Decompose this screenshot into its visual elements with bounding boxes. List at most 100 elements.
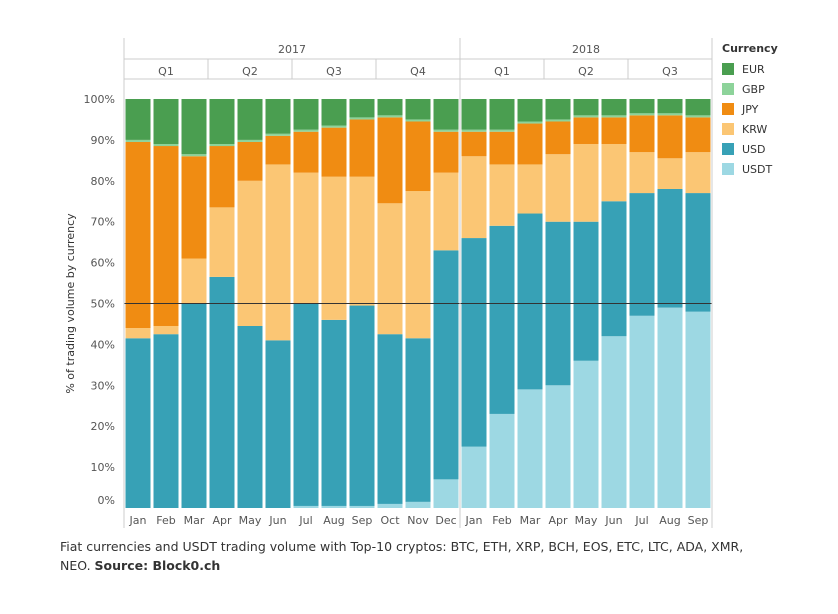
bar-usdt-13 (489, 413, 515, 508)
bar-krw-3 (209, 207, 235, 277)
x-tick-label-14: Mar (520, 514, 541, 527)
legend-swatch-usd (722, 143, 734, 155)
bar-usdt-15 (545, 385, 571, 508)
bar-usd-3 (209, 276, 235, 508)
y-tick-label-5: 50% (91, 298, 115, 311)
quarter-label-2017-Q3: Q3 (326, 65, 342, 78)
bar-gbp-16 (573, 115, 599, 118)
bar-jpy-2 (181, 156, 207, 259)
legend-swatch-gbp (722, 83, 734, 95)
x-tick-label-8: Sep (352, 514, 373, 527)
bar-usdt-7 (321, 505, 347, 508)
x-tick-label-13: Feb (492, 514, 511, 527)
x-tick-label-9: Oct (380, 514, 400, 527)
bar-eur-16 (573, 99, 599, 116)
legend-label-krw: KRW (742, 122, 768, 136)
bar-gbp-15 (545, 119, 571, 122)
legend-swatch-krw (722, 123, 734, 135)
legend-title: Currency (722, 42, 778, 55)
bar-jpy-20 (685, 117, 711, 153)
bar-jpy-19 (657, 115, 683, 159)
bar-gbp-1 (153, 143, 179, 147)
x-tick-label-6: Jul (298, 514, 312, 527)
bar-eur-0 (125, 99, 151, 140)
legend-item-eur: EUR (722, 59, 832, 79)
bar-krw-6 (293, 172, 319, 304)
bar-eur-9 (377, 99, 403, 116)
y-tick-label-8: 80% (91, 175, 115, 188)
x-tick-label-1: Feb (156, 514, 175, 527)
bar-gbp-20 (685, 115, 711, 118)
chart-caption: Fiat currencies and USDT trading volume … (60, 537, 760, 575)
bar-jpy-9 (377, 117, 403, 204)
bar-gbp-5 (265, 133, 291, 136)
bar-usd-1 (153, 334, 179, 508)
bar-jpy-16 (573, 117, 599, 144)
x-tick-label-5: Jun (268, 514, 286, 527)
bar-krw-12 (461, 156, 487, 239)
legend-swatch-eur (722, 63, 734, 75)
bar-krw-5 (265, 164, 291, 341)
bar-usd-5 (265, 340, 291, 508)
bar-krw-13 (489, 164, 515, 226)
bar-krw-18 (629, 152, 655, 194)
bar-gbp-11 (433, 129, 459, 132)
y-tick-label-0: 0% (98, 494, 115, 507)
bar-krw-15 (545, 154, 571, 222)
x-tick-label-15: Apr (548, 514, 568, 527)
bar-krw-1 (153, 326, 179, 335)
caption-text: Fiat currencies and USDT trading volume … (60, 539, 744, 573)
bar-usdt-11 (433, 479, 459, 508)
bar-gbp-19 (657, 113, 683, 116)
bar-usdt-17 (601, 336, 627, 508)
legend-item-usdt: USDT (722, 159, 832, 179)
x-tick-label-10: Nov (407, 514, 429, 527)
y-tick-label-1: 10% (91, 461, 115, 474)
bar-jpy-0 (125, 141, 151, 329)
bar-usd-9 (377, 334, 403, 504)
bar-gbp-14 (517, 121, 543, 124)
bar-eur-6 (293, 99, 319, 130)
bar-usd-6 (293, 303, 319, 506)
bar-usdt-20 (685, 311, 711, 508)
bar-usd-0 (125, 338, 151, 508)
bar-usdt-16 (573, 360, 599, 508)
bar-eur-17 (601, 99, 627, 116)
bar-jpy-8 (349, 119, 375, 177)
bar-krw-16 (573, 143, 599, 222)
bar-krw-8 (349, 176, 375, 306)
bar-eur-12 (461, 99, 487, 130)
bar-gbp-7 (321, 125, 347, 128)
quarter-label-2017-Q1: Q1 (158, 65, 174, 78)
bar-usd-2 (181, 303, 207, 508)
x-tick-label-18: Jul (634, 514, 648, 527)
bar-krw-0 (125, 328, 151, 339)
bar-krw-20 (685, 152, 711, 194)
bar-usdt-10 (405, 501, 431, 508)
legend: Currency EUR GBP JPY KRW USD USDT (722, 42, 832, 179)
bar-eur-1 (153, 99, 179, 144)
bar-usd-14 (517, 213, 543, 390)
bar-jpy-10 (405, 121, 431, 192)
bar-eur-11 (433, 99, 459, 130)
bar-gbp-17 (601, 115, 627, 118)
bar-usd-20 (685, 193, 711, 312)
legend-label-jpy: JPY (742, 102, 759, 116)
bar-jpy-15 (545, 121, 571, 155)
bar-usd-10 (405, 338, 431, 502)
bar-eur-4 (237, 99, 263, 140)
bar-jpy-7 (321, 127, 347, 177)
bar-usdt-6 (293, 505, 319, 508)
bar-usdt-14 (517, 389, 543, 508)
bar-gbp-9 (377, 115, 403, 118)
bar-krw-10 (405, 191, 431, 339)
bar-usd-11 (433, 250, 459, 480)
legend-label-usd: USD (742, 142, 766, 156)
x-tick-label-2: Mar (184, 514, 205, 527)
bar-jpy-13 (489, 131, 515, 165)
bar-eur-5 (265, 99, 291, 134)
bar-eur-14 (517, 99, 543, 122)
x-tick-label-17: Jun (604, 514, 622, 527)
bar-eur-19 (657, 99, 683, 114)
